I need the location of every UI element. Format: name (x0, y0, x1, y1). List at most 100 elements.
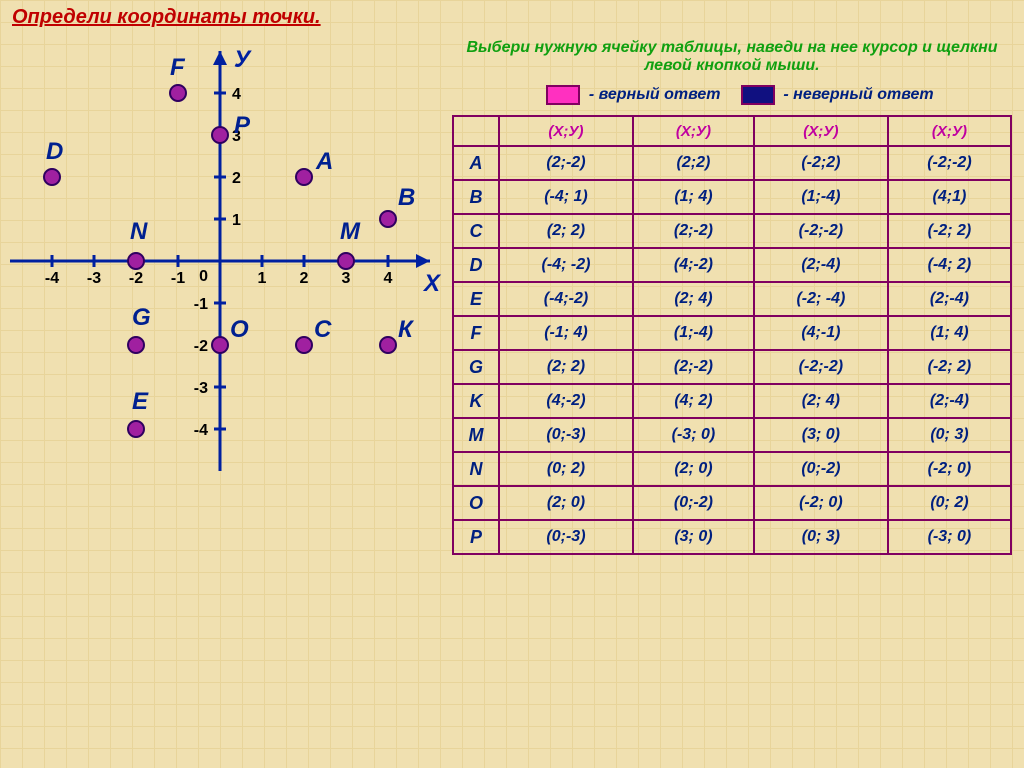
answer-cell[interactable]: (2; 0) (499, 486, 633, 520)
answer-cell[interactable]: (2; 4) (754, 384, 888, 418)
point-label: F (170, 54, 186, 81)
svg-text:2: 2 (232, 170, 241, 187)
svg-text:1: 1 (232, 212, 241, 229)
row-label: O (453, 486, 499, 520)
answer-cell[interactable]: (2; 0) (633, 452, 754, 486)
row-label: B (453, 180, 499, 214)
answer-cell[interactable]: (-2;-2) (888, 146, 1011, 180)
answer-cell[interactable]: (-1; 4) (499, 316, 633, 350)
answer-cell[interactable]: (4;-2) (633, 248, 754, 282)
svg-text:4: 4 (384, 270, 393, 287)
answer-cell[interactable]: (4;1) (888, 180, 1011, 214)
answer-cell[interactable]: (3; 0) (633, 520, 754, 554)
answer-cell[interactable]: (-4; 1) (499, 180, 633, 214)
row-label: N (453, 452, 499, 486)
row-label: C (453, 214, 499, 248)
svg-text:-3: -3 (87, 270, 101, 287)
answer-cell[interactable]: (0; 2) (888, 486, 1011, 520)
svg-text:-1: -1 (194, 296, 208, 313)
answer-cell[interactable]: (2;-4) (754, 248, 888, 282)
answer-cell[interactable]: (-2;-2) (754, 214, 888, 248)
svg-text:Х: Х (422, 270, 442, 297)
answer-cell[interactable]: (4;-1) (754, 316, 888, 350)
answer-cell[interactable]: (-3; 0) (633, 418, 754, 452)
svg-text:-2: -2 (129, 270, 143, 287)
point-label: M (340, 218, 361, 245)
correct-label: - верный ответ (589, 86, 721, 103)
point-label: P (234, 112, 251, 139)
answer-cell[interactable]: (0; 3) (754, 520, 888, 554)
answer-cell[interactable]: (1; 4) (888, 316, 1011, 350)
svg-text:-2: -2 (194, 338, 208, 355)
svg-text:-1: -1 (171, 270, 185, 287)
answer-panel: Выбери нужную ячейку таблицы, наведи на … (452, 31, 1012, 555)
answer-cell[interactable]: (3; 0) (754, 418, 888, 452)
point-label: A (315, 148, 333, 175)
svg-text:-4: -4 (194, 422, 208, 439)
point-label: D (46, 138, 63, 165)
answer-cell[interactable]: (-2; 0) (888, 452, 1011, 486)
answer-cell[interactable]: (1;-4) (754, 180, 888, 214)
answer-cell[interactable]: (1;-4) (633, 316, 754, 350)
answer-cell[interactable]: (0;-3) (499, 520, 633, 554)
point-O (212, 337, 228, 353)
row-label: G (453, 350, 499, 384)
svg-text:1: 1 (258, 270, 267, 287)
answer-cell[interactable]: (-2;2) (754, 146, 888, 180)
answer-cell[interactable]: (2; 2) (499, 214, 633, 248)
svg-text:4: 4 (232, 86, 241, 103)
col-header: (Х;У) (888, 116, 1011, 146)
row-label: F (453, 316, 499, 350)
answer-cell[interactable]: (0;-2) (754, 452, 888, 486)
answer-cell[interactable]: (2; 4) (633, 282, 754, 316)
answer-cell[interactable]: (-2; -4) (754, 282, 888, 316)
point-label: N (130, 218, 148, 245)
point-P (212, 127, 228, 143)
svg-text:-4: -4 (45, 270, 59, 287)
wrong-label: - неверный ответ (783, 86, 933, 103)
answer-cell[interactable]: (2;-4) (888, 282, 1011, 316)
answer-cell[interactable]: (-3; 0) (888, 520, 1011, 554)
instruction-text: Выбери нужную ячейку таблицы, наведи на … (452, 39, 1012, 75)
page-title: Определи координаты точки. (0, 0, 1024, 31)
answer-cell[interactable]: (0; 2) (499, 452, 633, 486)
answer-cell[interactable]: (-2; 2) (888, 350, 1011, 384)
answer-cell[interactable]: (0;-3) (499, 418, 633, 452)
answer-cell[interactable]: (-4; -2) (499, 248, 633, 282)
row-label: E (453, 282, 499, 316)
answer-cell[interactable]: (0; 3) (888, 418, 1011, 452)
row-label: K (453, 384, 499, 418)
answer-cell[interactable]: (2;2) (633, 146, 754, 180)
svg-text:0: 0 (199, 268, 208, 285)
answer-cell[interactable]: (2;-2) (633, 214, 754, 248)
row-label: A (453, 146, 499, 180)
answer-cell[interactable]: (-2; 0) (754, 486, 888, 520)
answer-cell[interactable]: (-2; 2) (888, 214, 1011, 248)
answer-cell[interactable]: (4; 2) (633, 384, 754, 418)
row-label: D (453, 248, 499, 282)
point-К (380, 337, 396, 353)
answer-cell[interactable]: (4;-2) (499, 384, 633, 418)
correct-swatch (546, 85, 580, 105)
answer-cell[interactable]: (2; 2) (499, 350, 633, 384)
coordinate-chart: -4-4-3-3-2-2-1-1112233440ХУABCDEFGКMNOP (10, 51, 430, 471)
answer-cell[interactable]: (0;-2) (633, 486, 754, 520)
svg-text:-3: -3 (194, 380, 208, 397)
point-label: G (132, 304, 151, 331)
answer-cell[interactable]: (2;-4) (888, 384, 1011, 418)
answer-cell[interactable]: (1; 4) (633, 180, 754, 214)
answer-cell[interactable]: (2;-2) (499, 146, 633, 180)
point-E (128, 421, 144, 437)
answer-cell[interactable]: (-4;-2) (499, 282, 633, 316)
point-F (170, 85, 186, 101)
legend: - верный ответ - неверный ответ (452, 85, 1012, 105)
answer-cell[interactable]: (2;-2) (633, 350, 754, 384)
point-label: B (398, 184, 415, 211)
wrong-swatch (741, 85, 775, 105)
row-label: P (453, 520, 499, 554)
point-label: O (230, 316, 249, 343)
answer-cell[interactable]: (-2;-2) (754, 350, 888, 384)
answer-table: (Х;У)(Х;У)(Х;У)(Х;У)A(2;-2)(2;2)(-2;2)(-… (452, 115, 1012, 555)
svg-text:3: 3 (342, 270, 351, 287)
answer-cell[interactable]: (-4; 2) (888, 248, 1011, 282)
